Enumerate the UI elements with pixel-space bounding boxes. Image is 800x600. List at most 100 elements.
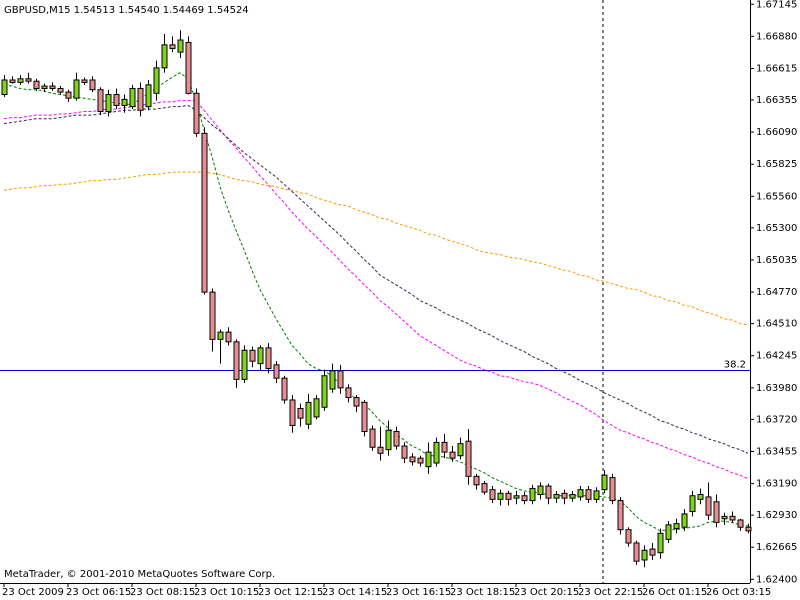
candle-body — [305, 401, 312, 425]
candle-body — [617, 500, 624, 531]
y-tick-label: 1.66880 — [756, 31, 797, 42]
candle-body — [697, 494, 704, 500]
candle-body — [737, 519, 744, 528]
x-tick-label: 26 Oct 01:15 — [642, 587, 707, 598]
candle-body — [265, 347, 272, 369]
candle-body — [137, 87, 144, 111]
y-tick-label: 1.65300 — [756, 223, 797, 234]
candle-body — [233, 341, 240, 380]
candle-body — [689, 495, 696, 512]
candle-body — [713, 501, 720, 523]
candle-body — [417, 457, 424, 464]
candle-body — [601, 474, 608, 491]
candle-body — [649, 548, 656, 556]
candle-body — [657, 532, 664, 554]
candle-body — [1, 79, 8, 96]
candle-body — [585, 489, 592, 500]
candle-body — [553, 494, 560, 499]
candle-body — [593, 490, 600, 500]
candle-body — [353, 397, 360, 407]
candle-body — [425, 451, 432, 468]
candle-body — [105, 94, 112, 113]
candle-body — [385, 429, 392, 451]
moving-average-line — [3, 100, 749, 480]
candle-body — [505, 492, 512, 500]
y-tick-label: 1.63190 — [756, 479, 797, 490]
candle-body — [345, 387, 352, 399]
candle-body — [89, 79, 96, 91]
y-tick-label: 1.62930 — [756, 510, 797, 521]
candle-body — [297, 407, 304, 419]
candle-body — [481, 483, 488, 493]
x-tick-label: 23 Oct 14:15 — [322, 587, 387, 598]
candle-body — [9, 79, 16, 83]
candle-body — [465, 440, 472, 477]
candle-body — [313, 398, 320, 418]
x-tick-label: 23 Oct 22:15 — [578, 587, 643, 598]
candle-body — [145, 84, 152, 108]
x-tick-label: 23 Oct 16:15 — [386, 587, 451, 598]
candle-body — [369, 428, 376, 448]
y-tick-label: 1.65560 — [756, 191, 797, 202]
x-tick-label: 23 Oct 18:15 — [450, 587, 515, 598]
candle-body — [193, 92, 200, 134]
candle-body — [569, 494, 576, 499]
candle-body — [57, 87, 64, 93]
x-tick-label: 26 Oct 03:15 — [706, 587, 771, 598]
candle-body — [537, 485, 544, 496]
candle-body — [641, 549, 648, 561]
x-tick-label: 23 Oct 12:15 — [258, 587, 323, 598]
candle-body — [169, 44, 176, 49]
candle-body — [65, 91, 72, 99]
candle-body — [225, 331, 232, 343]
candle-body — [745, 526, 752, 532]
level-label: 38.2 — [724, 360, 746, 371]
candle-body — [441, 441, 448, 453]
chart-title: GBPUSD,M15 1.54513 1.54540 1.54469 1.545… — [4, 5, 249, 16]
candle-body — [249, 349, 256, 362]
candle-body — [25, 78, 32, 82]
candle-body — [81, 79, 88, 83]
candle-body — [529, 487, 536, 502]
y-tick-label: 1.66615 — [756, 63, 797, 74]
y-tick-label: 1.64245 — [756, 351, 797, 362]
candle-body — [721, 515, 728, 520]
candle-body — [49, 85, 56, 89]
y-tick-label: 1.63720 — [756, 414, 797, 425]
candle-body — [449, 451, 456, 459]
candle-body — [433, 441, 440, 464]
candle-body — [401, 445, 408, 459]
x-tick-label: 23 Oct 10:15 — [194, 587, 259, 598]
x-tick-label: 23 Oct 20:15 — [514, 587, 579, 598]
candle-body — [625, 529, 632, 544]
candle-body — [185, 41, 192, 94]
y-tick-label: 1.62400 — [756, 574, 797, 585]
candle-body — [113, 94, 120, 106]
candle-body — [321, 375, 328, 408]
candle-body — [633, 542, 640, 562]
candle-body — [393, 430, 400, 447]
candle-body — [257, 347, 264, 365]
candle-body — [665, 524, 672, 540]
candle-body — [681, 513, 688, 528]
candle-body — [177, 39, 184, 53]
candle-body — [129, 87, 136, 108]
candle-body — [337, 370, 344, 389]
y-tick-label: 1.64510 — [756, 319, 797, 330]
candle-body — [513, 495, 520, 499]
candle-body — [561, 492, 568, 499]
x-tick-label: 23 Oct 2009 — [2, 587, 64, 598]
copyright: MetaTrader, © 2001-2010 MetaQuotes Softw… — [4, 569, 275, 580]
candle-body — [17, 78, 24, 83]
y-tick-label: 1.65035 — [756, 255, 797, 266]
x-tick-label: 23 Oct 06:15 — [66, 587, 131, 598]
candle-body — [729, 515, 736, 521]
y-tick-label: 1.65825 — [756, 159, 797, 170]
candle-body — [497, 492, 504, 500]
y-tick-label: 1.63980 — [756, 383, 797, 394]
candle-body — [377, 446, 384, 454]
candle-body — [361, 401, 368, 432]
y-tick-label: 1.63455 — [756, 446, 797, 457]
candle-body — [473, 475, 480, 486]
